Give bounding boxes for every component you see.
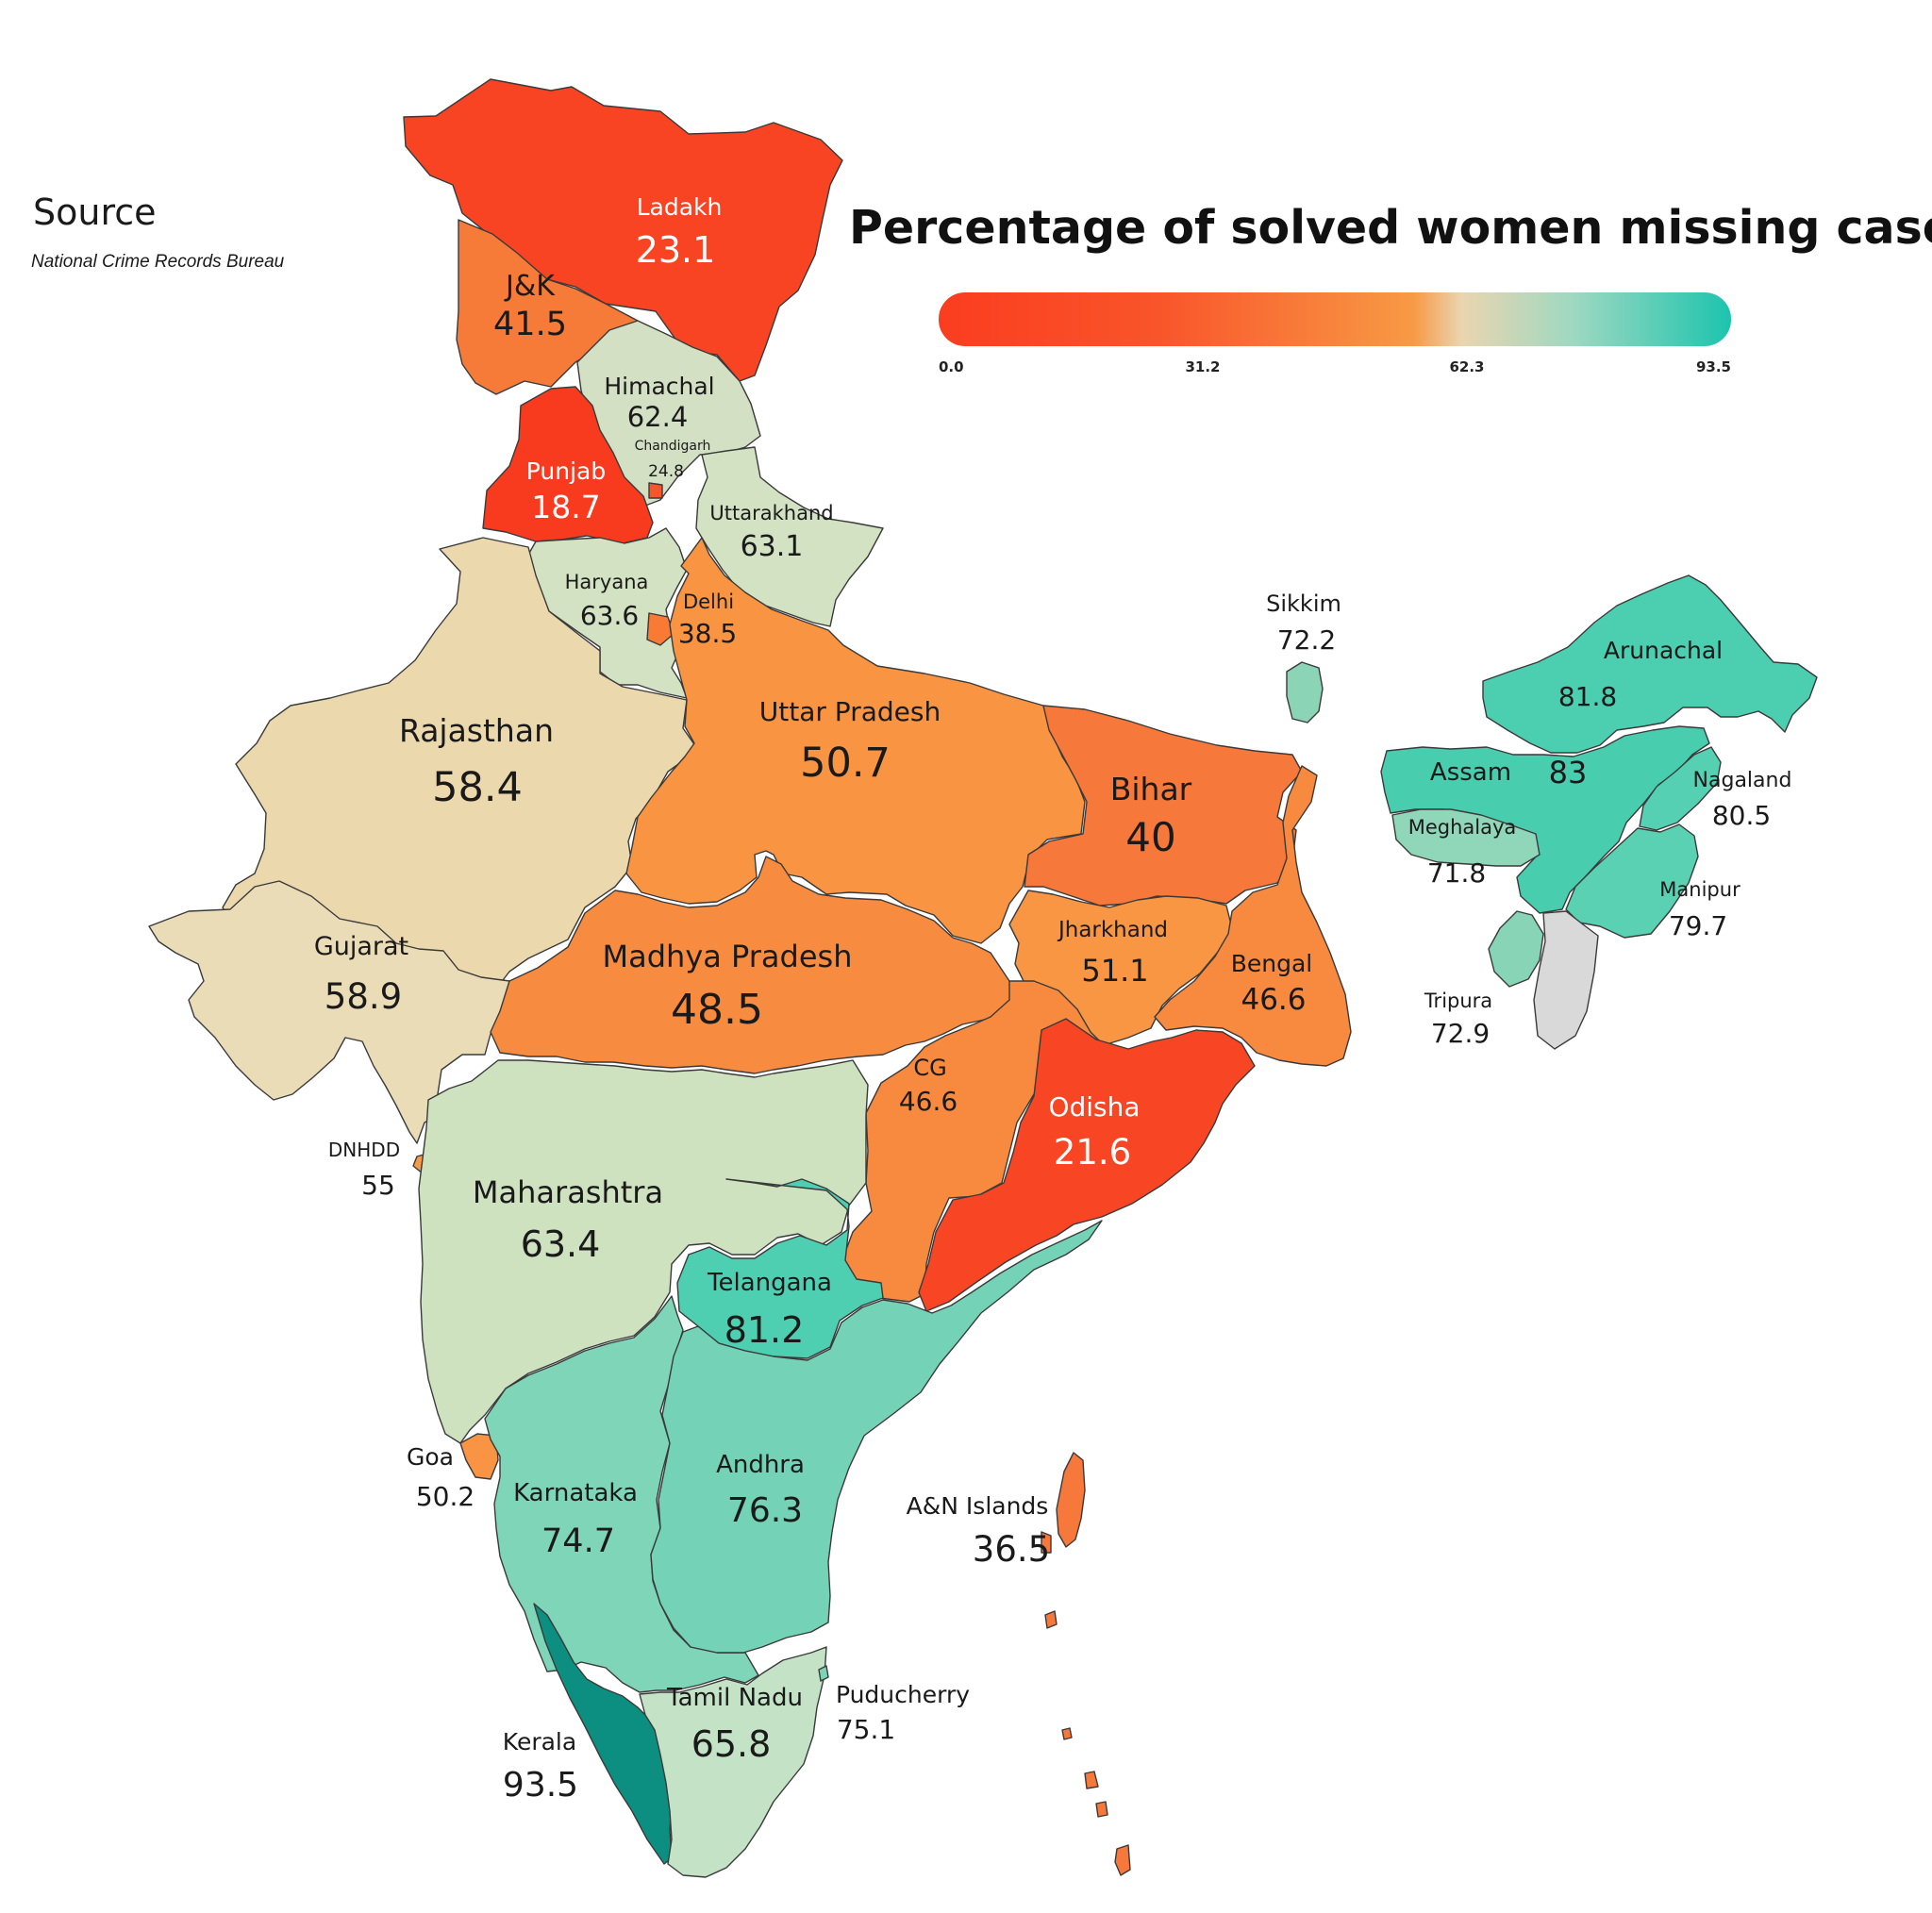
label-meghalaya-value: 71.8 (1427, 857, 1486, 889)
label-delhi-name: Delhi (683, 591, 734, 613)
region-sikkim[interactable] (1286, 661, 1324, 724)
label-rajasthan-name: Rajasthan (399, 712, 554, 749)
label-tamil-nadu-value: 65.8 (691, 1723, 772, 1765)
label-uttarakhand-name: Uttarakhand (709, 502, 833, 524)
label-gujarat-name: Gujarat (314, 932, 408, 961)
region-andaman-nicobar[interactable] (1041, 1452, 1131, 1876)
chart-title: Percentage of solved women missing cases (849, 201, 1932, 255)
region-tamil-nadu[interactable] (639, 1646, 827, 1878)
label-jharkhand-name: Jharkhand (1057, 918, 1168, 942)
label-chandigarh-name: Chandigarh (635, 439, 711, 454)
label-uttar-pradesh-value: 50.7 (800, 740, 891, 787)
label-dnhdd-value: 55 (361, 1170, 395, 1201)
label-manipur-value: 79.7 (1669, 910, 1727, 941)
region-ladakh[interactable] (403, 78, 843, 382)
label-jk-value: 41.5 (493, 306, 567, 343)
region-nagaland[interactable] (1639, 746, 1722, 831)
label-telangana-value: 81.2 (724, 1309, 805, 1351)
region-tripura[interactable] (1488, 910, 1544, 988)
label-uttar-pradesh-name: Uttar Pradesh (759, 696, 941, 727)
region-bengal[interactable] (1154, 765, 1352, 1067)
label-telangana-name: Telangana (707, 1269, 832, 1297)
label-karnataka-name: Karnataka (513, 1479, 638, 1507)
region-manipur[interactable] (1565, 823, 1699, 939)
label-assam-name: Assam (1430, 758, 1511, 787)
label-cg-name: CG (913, 1055, 946, 1081)
label-delhi-value: 38.5 (678, 618, 737, 649)
label-puducherry-name: Puducherry (836, 1681, 970, 1708)
label-punjab-name: Punjab (526, 457, 606, 485)
label-bihar-value: 40 (1125, 814, 1175, 860)
label-dnhdd-name: DNHDD (328, 1139, 400, 1161)
region-haryana[interactable] (520, 527, 688, 699)
region-puducherry[interactable] (818, 1665, 829, 1682)
region-maharashtra[interactable] (418, 1059, 869, 1444)
label-kerala-name: Kerala (503, 1728, 576, 1755)
label-andhra-name: Andhra (716, 1451, 805, 1479)
region-meghalaya[interactable] (1391, 808, 1541, 867)
label-sikkim-name: Sikkim (1266, 591, 1341, 617)
source-name: National Crime Records Bureau (31, 252, 285, 272)
region-chandigarh[interactable] (648, 482, 663, 499)
region-delhi[interactable] (646, 612, 675, 646)
region-uttar-pradesh[interactable] (625, 537, 1086, 944)
label-nagaland-value: 80.5 (1712, 800, 1771, 831)
legend-tick-0: 0.0 (939, 358, 964, 375)
label-uttarakhand-value: 63.1 (741, 530, 804, 563)
label-bengal-name: Bengal (1231, 950, 1313, 977)
region-arunachal[interactable] (1482, 574, 1818, 754)
label-jharkhand-value: 51.1 (1081, 953, 1148, 989)
label-ladakh-value: 23.1 (636, 229, 716, 271)
label-haryana-value: 63.6 (580, 600, 639, 631)
label-goa-name: Goa (407, 1443, 454, 1471)
label-goa-value: 50.2 (416, 1481, 475, 1512)
label-odisha-value: 21.6 (1054, 1132, 1131, 1173)
label-meghalaya-name: Meghalaya (1408, 816, 1517, 839)
label-andaman-name: A&N Islands (907, 1492, 1049, 1520)
label-odisha-name: Odisha (1048, 1091, 1140, 1123)
label-andhra-value: 76.3 (727, 1491, 803, 1530)
label-tamil-nadu-name: Tamil Nadu (666, 1684, 803, 1712)
label-bengal-value: 46.6 (1241, 983, 1306, 1017)
label-tripura-value: 72.9 (1431, 1018, 1490, 1049)
region-odisha[interactable] (918, 1018, 1256, 1312)
label-maharashtra-name: Maharashtra (473, 1174, 663, 1210)
label-punjab-value: 18.7 (531, 489, 600, 525)
label-rajasthan-value: 58.4 (432, 764, 523, 811)
label-arunachal-value: 81.8 (1558, 681, 1617, 712)
label-himachal-name: Himachal (604, 373, 714, 400)
label-cg-value: 46.6 (899, 1086, 958, 1117)
label-himachal-value: 62.4 (627, 401, 689, 433)
legend-tick-2: 62.3 (1449, 358, 1484, 375)
region-goa[interactable] (459, 1433, 499, 1480)
label-ladakh-name: Ladakh (637, 193, 723, 221)
label-assam-value: 83 (1549, 755, 1588, 790)
label-gujarat-value: 58.9 (325, 976, 402, 1017)
region-mizoram (1533, 910, 1599, 1050)
label-puducherry-value: 75.1 (837, 1714, 895, 1745)
source-heading: Source (33, 191, 157, 233)
region-telangana[interactable] (676, 1178, 884, 1359)
legend-tick-1: 31.2 (1185, 358, 1220, 375)
legend-tick-3: 93.5 (1696, 358, 1731, 375)
region-andhra[interactable] (650, 1220, 1103, 1654)
legend-color-scale (939, 292, 1731, 346)
label-kerala-value: 93.5 (503, 1766, 578, 1805)
label-andaman-value: 36.5 (973, 1529, 1050, 1570)
label-chandigarh-value: 24.8 (648, 462, 684, 481)
label-haryana-name: Haryana (565, 571, 649, 593)
label-maharashtra-value: 63.4 (521, 1223, 601, 1265)
label-bihar-name: Bihar (1110, 771, 1192, 807)
label-tripura-name: Tripura (1424, 990, 1492, 1012)
label-karnataka-value: 74.7 (541, 1522, 615, 1560)
label-madhya-pradesh-name: Madhya Pradesh (603, 939, 853, 974)
label-sikkim-value: 72.2 (1277, 624, 1336, 656)
region-gujarat[interactable] (148, 880, 510, 1144)
label-jk-name: J&K (504, 270, 556, 303)
label-nagaland-name: Nagaland (1693, 769, 1792, 792)
label-madhya-pradesh-value: 48.5 (671, 986, 763, 1034)
label-arunachal-name: Arunachal (1604, 637, 1723, 664)
label-manipur-name: Manipur (1659, 878, 1740, 901)
